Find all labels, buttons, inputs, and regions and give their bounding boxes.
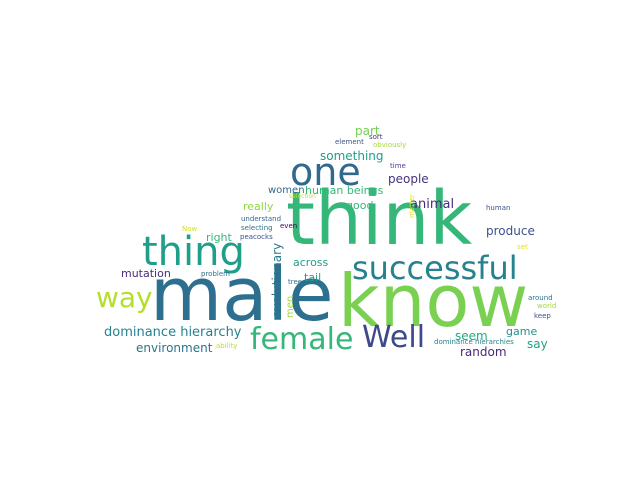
cloud-word: keep — [534, 312, 551, 320]
cloud-word: Now — [182, 225, 198, 233]
cloud-word: female — [250, 322, 354, 357]
cloud-word: dominance hierarchies — [434, 338, 514, 346]
cloud-word: problem — [201, 270, 230, 278]
cloud-word: know — [338, 259, 529, 343]
cloud-word: game — [506, 325, 538, 338]
cloud-word: women — [268, 185, 305, 196]
cloud-word: human beings — [305, 184, 384, 197]
cloud-word: ability — [216, 342, 238, 350]
cloud-word: produce — [486, 224, 535, 238]
cloud-word: right — [206, 231, 232, 244]
cloud-word: way — [96, 281, 153, 314]
cloud-word: really — [243, 200, 274, 213]
cloud-word: dominance hierarchy — [104, 325, 242, 340]
cloud-word: tail — [304, 271, 322, 284]
cloud-word: thing — [142, 229, 245, 275]
cloud-word: selecting — [241, 224, 273, 232]
cloud-word: seem — [455, 329, 488, 343]
cloud-word: time — [390, 162, 406, 170]
cloud-word: animal — [410, 197, 455, 212]
cloud-word: successful — [352, 249, 518, 287]
cloud-word: across — [293, 256, 329, 269]
cloud-word: understand — [241, 215, 282, 223]
cloud-word: men — [285, 295, 296, 318]
cloud-word: world — [537, 302, 557, 310]
cloud-word: obviously — [373, 141, 407, 149]
cloud-word: evolutionary — [270, 242, 284, 318]
cloud-word: human — [486, 204, 511, 212]
cloud-word: sort — [369, 133, 383, 141]
cloud-word: one — [290, 150, 361, 194]
cloud-word: something — [320, 149, 384, 163]
cloud-word: set — [517, 243, 528, 251]
cloud-word: people — [388, 172, 429, 186]
cloud-word: mutation — [121, 267, 171, 280]
cloud-word: environment — [136, 341, 213, 355]
cloud-word: random — [460, 345, 507, 359]
cloud-word: good — [346, 199, 374, 212]
cloud-word: part — [355, 124, 380, 138]
cloud-word: peacocks — [240, 233, 273, 241]
cloud-word: even — [280, 222, 298, 230]
cloud-word: tree — [288, 278, 303, 286]
cloud-word: around — [528, 294, 553, 302]
cloud-word: element — [335, 138, 364, 146]
cloud-word: say — [527, 337, 548, 351]
cloud-word: matter — [408, 194, 416, 218]
cloud-word: male — [150, 252, 334, 338]
cloud-word: Well — [362, 320, 426, 355]
cloud-word: selection — [289, 193, 316, 200]
cloud-word: think — [286, 176, 473, 262]
